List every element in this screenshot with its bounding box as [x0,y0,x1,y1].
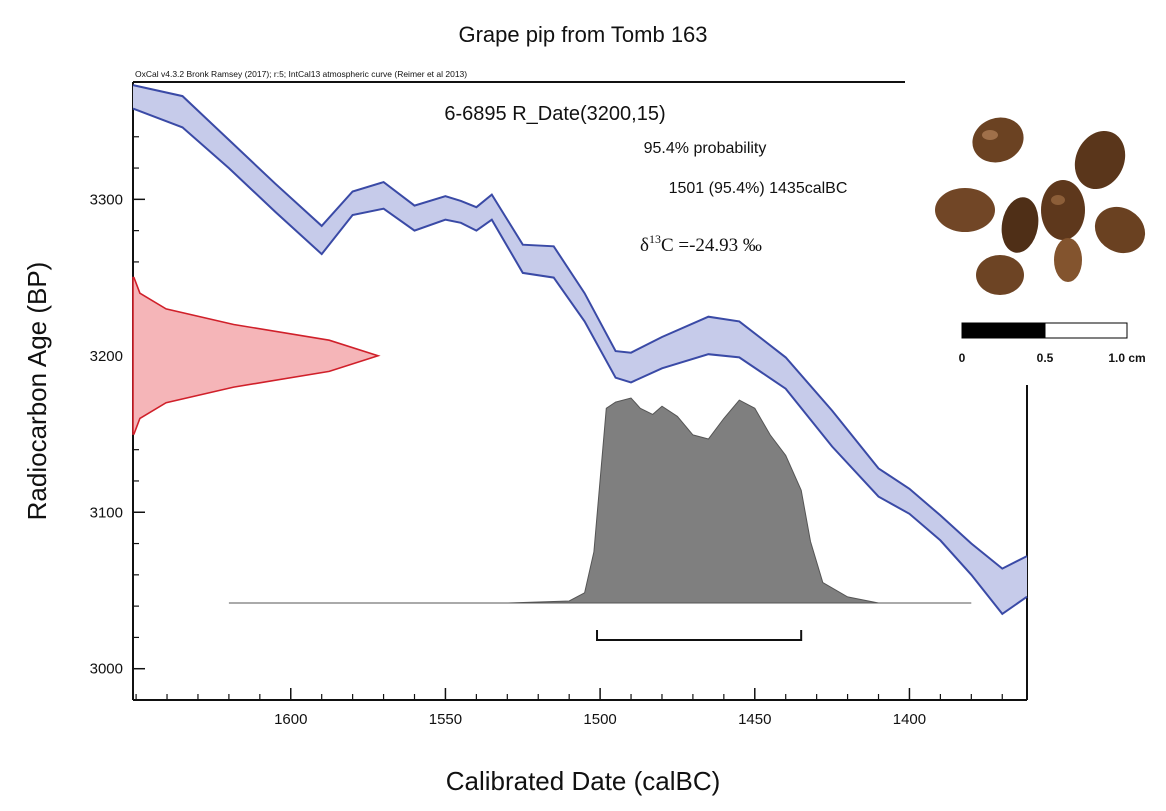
calibrated-distribution [228,397,972,604]
measurement-name: 6-6895 R_Date(3200,15) [444,103,665,125]
scale-bar [961,322,1128,339]
photo-grape-pips [925,100,1150,305]
scale-bar-label: 0 [959,351,966,365]
isotope-superscript: 13 [649,232,661,246]
x-tick-label: 1500 [583,711,616,728]
y-tick-label: 3100 [90,504,123,521]
range-label: 95.4% probability [644,140,767,157]
y-tick-label: 3200 [90,348,123,365]
y-tick-label: 3300 [90,191,123,208]
range-text: 1501 (95.4%) 1435calBC [669,180,848,197]
scale-bar-label: 0.5 [1037,351,1054,365]
x-tick-label: 1450 [738,711,771,728]
x-axis-label: Calibrated Date (calBC) [446,766,721,796]
range-bracket [596,630,803,641]
x-tick-label: 1550 [429,711,462,728]
scale-bar-label: 1.0 cm [1108,351,1145,365]
chart-title: Grape pip from Tomb 163 [458,22,707,47]
curve-lower [132,107,1028,616]
isotope-symbol: δ [640,235,649,256]
curve-band [133,85,1027,614]
x-tick-label: 1400 [893,711,926,728]
subtitle: OxCal v4.3.2 Bronk Ramsey (2017); r:5; I… [135,69,467,79]
isotope-value: C =-24.93 ‰ [661,235,762,256]
y-tick-label: 3000 [90,661,123,678]
curve-upper [132,84,1028,570]
x-tick-label: 1600 [274,711,307,728]
measurement-distribution [132,276,381,435]
y-axis-label: Radiocarbon Age (BP) [22,262,52,521]
isotope-note: δ13C =-24.93 ‰ [640,232,762,256]
